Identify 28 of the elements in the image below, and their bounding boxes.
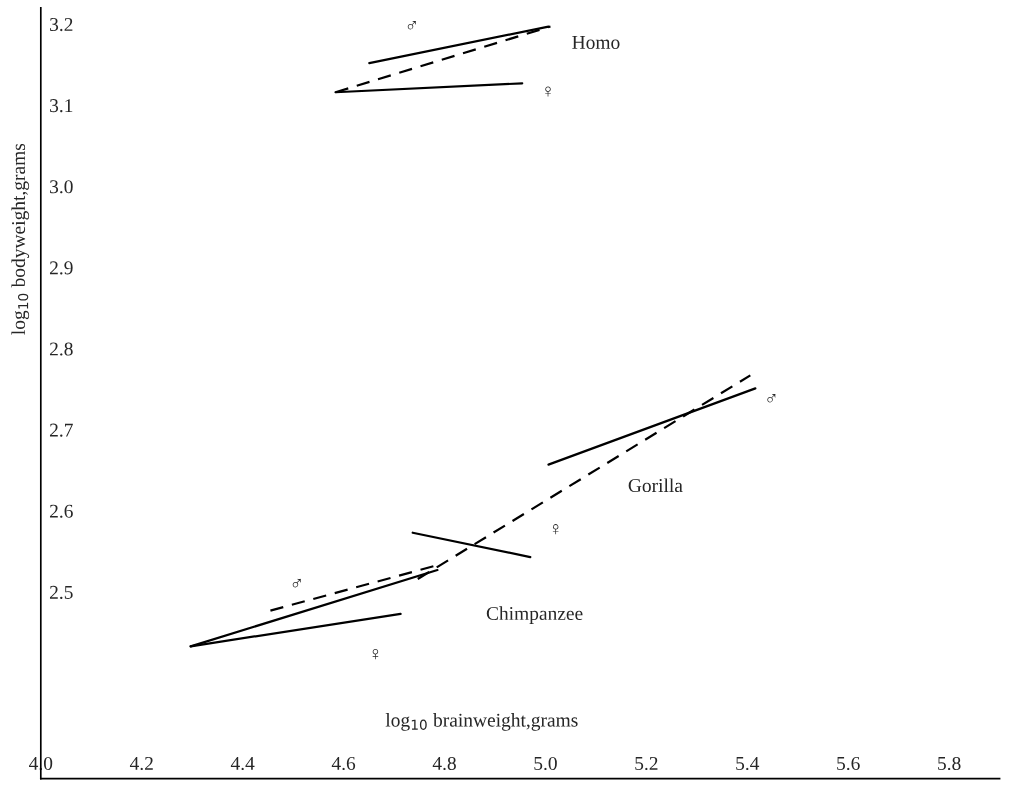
x-tick-label: 5.4 xyxy=(736,757,760,771)
y-tick-label: 2.8 xyxy=(49,342,73,356)
x-tick-label: 4.6 xyxy=(331,756,356,771)
y-tick-label: 2.6 xyxy=(49,504,73,518)
x-tick-label: 4.4 xyxy=(230,757,255,771)
y-tick-label: 2.7 xyxy=(49,423,73,437)
annotation: ♀ xyxy=(552,524,559,535)
x-axis-title: log$_{10}$ brainweight,grams xyxy=(385,713,578,731)
x-tick-label: 4.8 xyxy=(432,756,456,771)
annotation: Gorilla xyxy=(628,478,683,493)
annotation: ♂ xyxy=(767,393,776,403)
y-axis-title: log$_{10}$ bodyweight,grams xyxy=(11,143,30,335)
annotation: Homo xyxy=(572,36,620,49)
y-tick-label: 3.2 xyxy=(50,17,73,32)
x-tick-label: 5.0 xyxy=(534,756,557,771)
y-tick-label: 2.9 xyxy=(49,261,73,275)
annotation: ♂ xyxy=(407,20,416,30)
annotation: ♀ xyxy=(545,86,551,97)
annotation: ♀ xyxy=(372,648,379,660)
annotation: ♂ xyxy=(292,578,301,588)
x-tick-label: 4.2 xyxy=(129,756,153,771)
annotation: Chimpanzee xyxy=(486,606,583,624)
x-tick-label: 5.8 xyxy=(938,756,961,771)
y-tick-label: 3.1 xyxy=(50,99,73,113)
x-tick-label: 5.2 xyxy=(635,756,658,771)
y-tick-label: 3.0 xyxy=(50,180,73,194)
x-tick-label: 5.6 xyxy=(837,756,860,771)
y-tick-label: 2.5 xyxy=(49,585,73,599)
